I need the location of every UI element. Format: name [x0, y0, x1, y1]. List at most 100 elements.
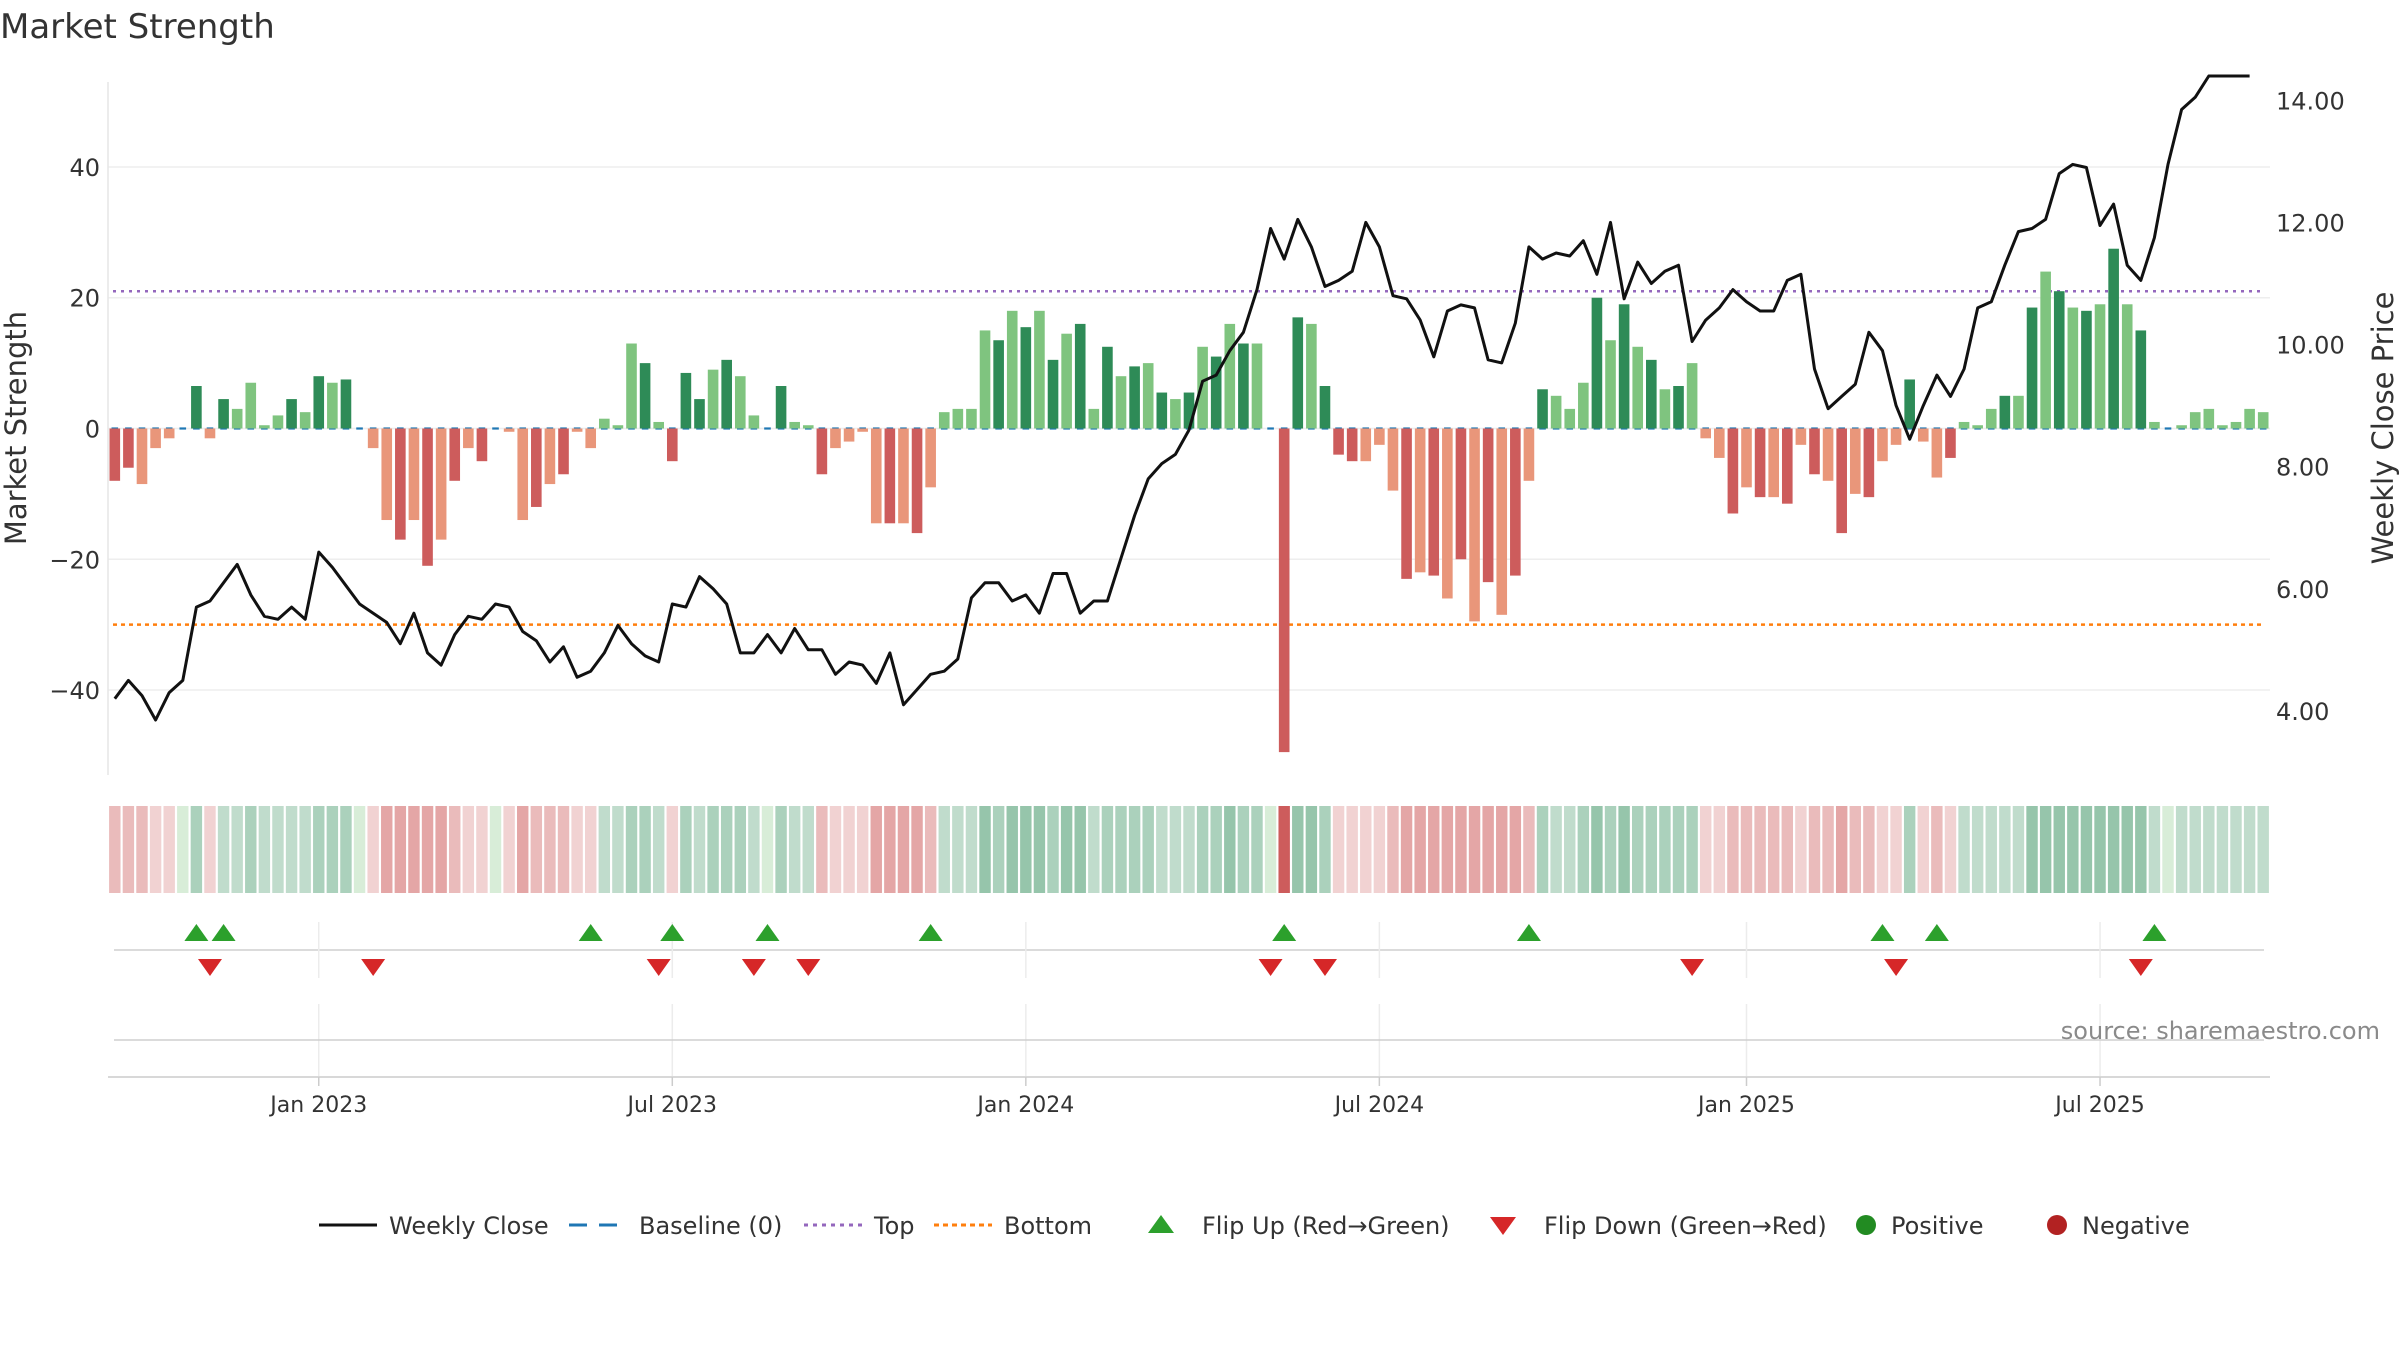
- strip-cell: [829, 806, 842, 893]
- strength-bar: [463, 428, 474, 449]
- strip-cell: [870, 806, 882, 893]
- strip-cell: [1550, 806, 1562, 893]
- strip-cell: [965, 806, 978, 893]
- strength-bar: [952, 408, 964, 429]
- strength-bar: [1251, 343, 1263, 429]
- strength-bar: [734, 376, 746, 429]
- strength-bar: [666, 428, 678, 462]
- strength-bar: [476, 428, 488, 462]
- strength-bar: [1278, 428, 1290, 753]
- y2-axis-label: Weekly Close Price: [2366, 292, 2400, 565]
- strength-bar: [2121, 304, 2133, 429]
- strength-bar: [1061, 333, 1072, 429]
- strip-cell: [1142, 806, 1154, 893]
- strength-bar: [1537, 389, 1548, 429]
- strength-bar: [1673, 386, 1684, 429]
- strength-bar: [1781, 428, 1793, 504]
- strip-cell: [2026, 806, 2038, 893]
- flip-down-marker: [1680, 959, 1705, 976]
- strength-bar: [830, 428, 841, 449]
- strip-cell: [1468, 806, 1481, 893]
- legend-label: Flip Up (Red→Green): [1202, 1212, 1450, 1240]
- strip-cell: [571, 806, 583, 893]
- strength-bar: [1006, 310, 1018, 429]
- strength-bar: [1618, 304, 1630, 429]
- strip-cell: [1428, 806, 1440, 893]
- strip-cell: [381, 806, 393, 893]
- strip-cell: [2039, 806, 2052, 893]
- strip-cell: [584, 806, 597, 893]
- strip-cell: [2175, 806, 2188, 893]
- strip-cell: [1496, 806, 1508, 893]
- strip-cell: [924, 806, 937, 893]
- strip-cell: [109, 806, 121, 893]
- strip-cell: [1672, 806, 1685, 893]
- strength-bar: [1197, 346, 1208, 429]
- strength-bar: [1374, 428, 1385, 445]
- strip-cell: [666, 806, 679, 893]
- strip-cell: [911, 806, 923, 893]
- strength-bar: [2013, 395, 2024, 429]
- strength-bar: [639, 363, 651, 429]
- strength-bar: [1836, 428, 1847, 534]
- strip-cell: [2080, 806, 2093, 893]
- y2-tick-label: 8.00: [2276, 454, 2329, 482]
- strip-cell: [1699, 806, 1712, 893]
- strip-cell: [462, 806, 475, 893]
- x-tick-label: Jul 2023: [626, 1093, 718, 1118]
- strip-cell: [1767, 806, 1780, 893]
- strength-bar: [517, 428, 529, 521]
- strength-bar: [435, 428, 447, 540]
- strip-cell: [476, 806, 488, 893]
- flip-up-marker: [660, 924, 685, 941]
- strength-bar: [802, 425, 814, 429]
- strip-cell: [367, 806, 379, 893]
- strip-cell: [2162, 806, 2174, 893]
- y2-tick-label: 4.00: [2276, 698, 2329, 726]
- strength-bar: [245, 382, 257, 429]
- strip-cell: [544, 806, 556, 893]
- strip-cell: [1849, 806, 1861, 893]
- y-tick-label: 40: [69, 154, 100, 182]
- legend-label: Positive: [1891, 1212, 1984, 1240]
- strength-bar: [843, 428, 855, 442]
- strength-bar: [1958, 421, 1970, 429]
- strip-cell: [1006, 806, 1018, 893]
- legend-flip-up-swatch: [1148, 1215, 1174, 1233]
- strength-bar: [1686, 363, 1698, 429]
- strength-bar: [191, 386, 202, 429]
- strip-cell: [557, 806, 570, 893]
- strength-bar: [1727, 428, 1739, 514]
- strength-bar: [911, 428, 923, 534]
- strip-cell: [1033, 806, 1046, 893]
- strength-bar: [707, 369, 719, 429]
- strip-cell: [1577, 806, 1590, 893]
- strength-bar: [1904, 379, 1915, 429]
- strip-cell: [1876, 806, 1889, 893]
- strip-cell: [204, 806, 216, 893]
- x-tick-label: Jul 2025: [2053, 1093, 2145, 1118]
- price-layer: [113, 74, 2250, 722]
- strength-bar: [2149, 421, 2160, 429]
- strength-bar: [1659, 389, 1671, 429]
- strength-bar: [571, 428, 583, 432]
- strip-cell: [1591, 806, 1603, 893]
- strength-bar: [286, 399, 297, 429]
- strength-bar: [1741, 428, 1752, 488]
- strength-bar: [1822, 428, 1834, 481]
- strip-cell: [1754, 806, 1766, 893]
- strength-bar: [2230, 421, 2242, 429]
- strip-cell: [149, 806, 162, 893]
- strip-cell: [816, 806, 828, 893]
- strip-cell: [1632, 806, 1644, 893]
- strength-bar: [1510, 428, 1521, 576]
- strip-cell: [1319, 806, 1331, 893]
- strip-cell: [1264, 806, 1277, 893]
- strength-bar: [1795, 428, 1807, 445]
- legend-flip-down-swatch: [1490, 1217, 1516, 1235]
- flip-down-marker: [796, 959, 821, 976]
- strip-cell: [1128, 806, 1141, 893]
- strength-bar: [1700, 428, 1712, 439]
- strip-cell: [1564, 806, 1576, 893]
- strength-bar: [2135, 330, 2147, 429]
